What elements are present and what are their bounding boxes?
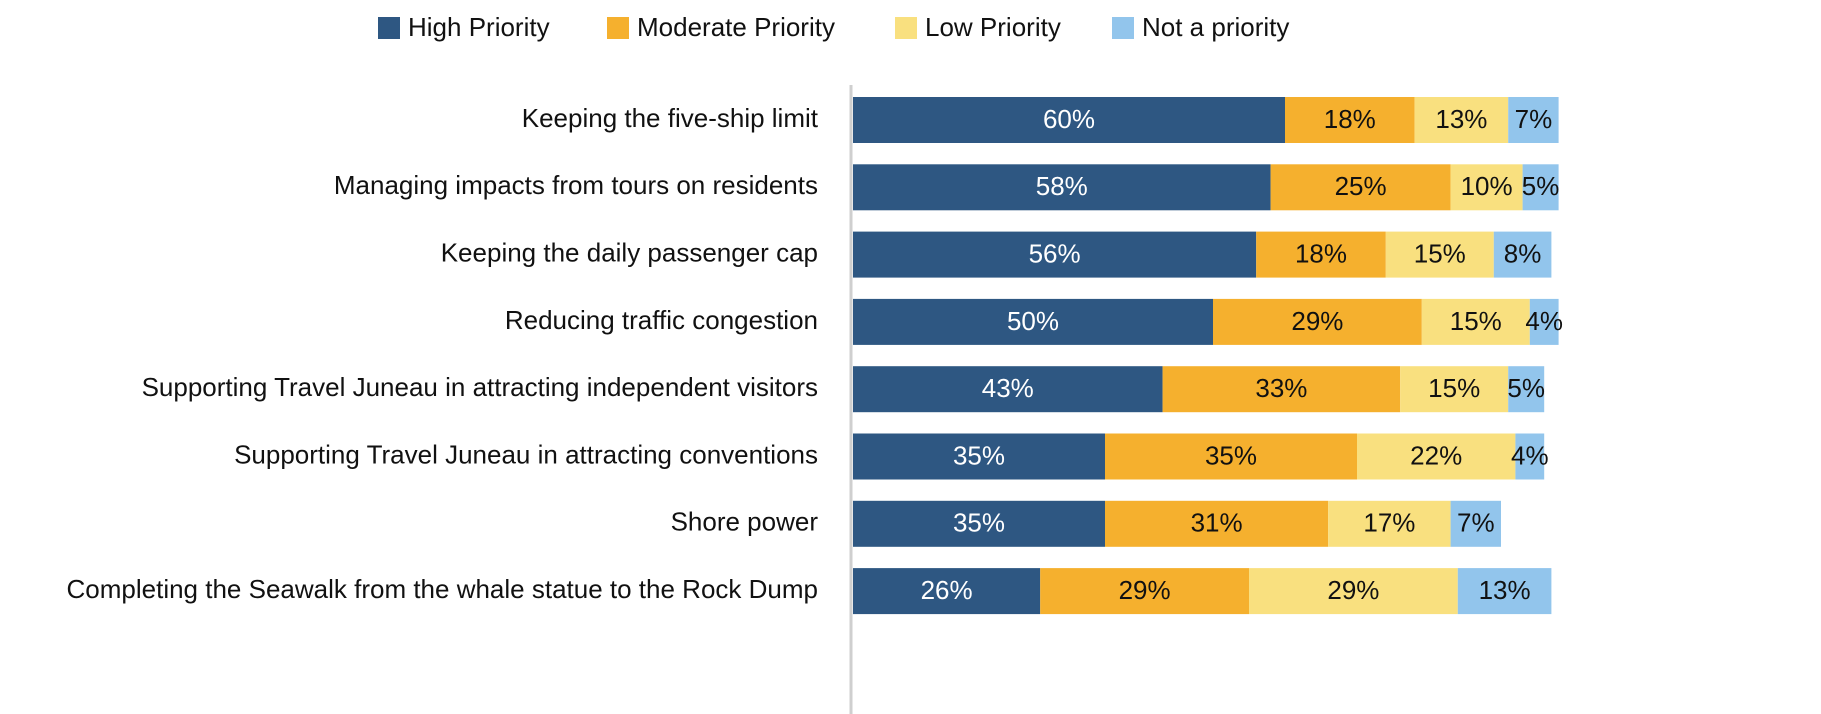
data-label: 5% [1522, 171, 1560, 201]
data-label: 50% [1007, 306, 1059, 336]
data-label: 43% [982, 373, 1034, 403]
data-label: 15% [1450, 306, 1502, 336]
bar-segment [1249, 568, 1458, 615]
bar-segment [1270, 164, 1451, 211]
data-label: 35% [1205, 440, 1257, 470]
data-label: 35% [953, 508, 1005, 538]
data-label: 5% [1507, 373, 1545, 403]
bar-segment [1105, 433, 1357, 480]
bar-segment [1457, 568, 1552, 615]
bar-segment [1508, 366, 1545, 413]
data-label: 10% [1461, 171, 1513, 201]
legend-swatch [607, 17, 629, 39]
bar-segment [853, 433, 1105, 480]
legend-swatch [1112, 17, 1134, 39]
data-label: 29% [1291, 306, 1343, 336]
data-label: 18% [1295, 238, 1347, 268]
bar-segment [853, 366, 1163, 413]
bar-segment [1450, 164, 1523, 211]
data-label: 33% [1255, 373, 1307, 403]
bar-segment [853, 568, 1041, 615]
bar-segment [1162, 366, 1401, 413]
data-label: 17% [1363, 508, 1415, 538]
legend-swatch [895, 17, 917, 39]
data-label: 15% [1428, 373, 1480, 403]
bar-segment [853, 97, 1285, 143]
bar-segment [1213, 298, 1422, 345]
bar-segment [1256, 231, 1386, 278]
legend-label: Low Priority [925, 12, 1061, 42]
bar-segment [1328, 500, 1451, 547]
data-label: 15% [1414, 238, 1466, 268]
bar-segment [1285, 97, 1415, 143]
data-label: 13% [1435, 104, 1487, 134]
data-label: 13% [1479, 575, 1531, 605]
data-label: 29% [1119, 575, 1171, 605]
bar-segment [1450, 500, 1501, 547]
category-label: Keeping the daily passenger cap [441, 237, 818, 267]
data-label: 4% [1511, 440, 1549, 470]
bar-segment [1508, 97, 1559, 143]
data-label: 22% [1410, 440, 1462, 470]
bar-segment [1493, 231, 1552, 278]
bar-segment [1385, 231, 1494, 278]
bar-segment [1357, 433, 1516, 480]
bar-segment [1040, 568, 1249, 615]
legend-label: Not a priority [1142, 12, 1289, 42]
category-label: Managing impacts from tours on residents [334, 170, 818, 200]
category-label: Keeping the five-ship limit [522, 103, 819, 133]
category-label: Supporting Travel Juneau in attracting i… [142, 372, 818, 402]
bar-segment [1515, 433, 1545, 480]
bar-segment [853, 164, 1271, 211]
bar-segment [1522, 164, 1559, 211]
data-label: 7% [1515, 104, 1553, 134]
category-label: Supporting Travel Juneau in attracting c… [234, 439, 818, 469]
data-label: 56% [1029, 238, 1081, 268]
data-label: 26% [921, 575, 973, 605]
bar-segment [1414, 97, 1509, 143]
legend-swatch [378, 17, 400, 39]
bar-segment [853, 298, 1213, 345]
data-label: 60% [1043, 104, 1095, 134]
data-label: 25% [1335, 171, 1387, 201]
data-label: 58% [1036, 171, 1088, 201]
data-label: 18% [1324, 104, 1376, 134]
data-label: 8% [1504, 238, 1542, 268]
data-label: 35% [953, 440, 1005, 470]
data-label: 29% [1327, 575, 1379, 605]
category-label: Shore power [671, 507, 819, 537]
bar-segment [1421, 298, 1530, 345]
data-label: 7% [1457, 508, 1495, 538]
legend-label: High Priority [408, 12, 550, 42]
category-label: Completing the Seawalk from the whale st… [67, 574, 819, 604]
category-label: Reducing traffic congestion [505, 305, 818, 335]
bar-segment [1105, 500, 1329, 547]
bar-segment [853, 500, 1105, 547]
legend-label: Moderate Priority [637, 12, 835, 42]
data-label: 31% [1191, 508, 1243, 538]
bar-segment [1529, 298, 1559, 345]
data-label: 4% [1525, 306, 1563, 336]
bar-segment [1400, 366, 1509, 413]
bar-segment [853, 231, 1257, 278]
